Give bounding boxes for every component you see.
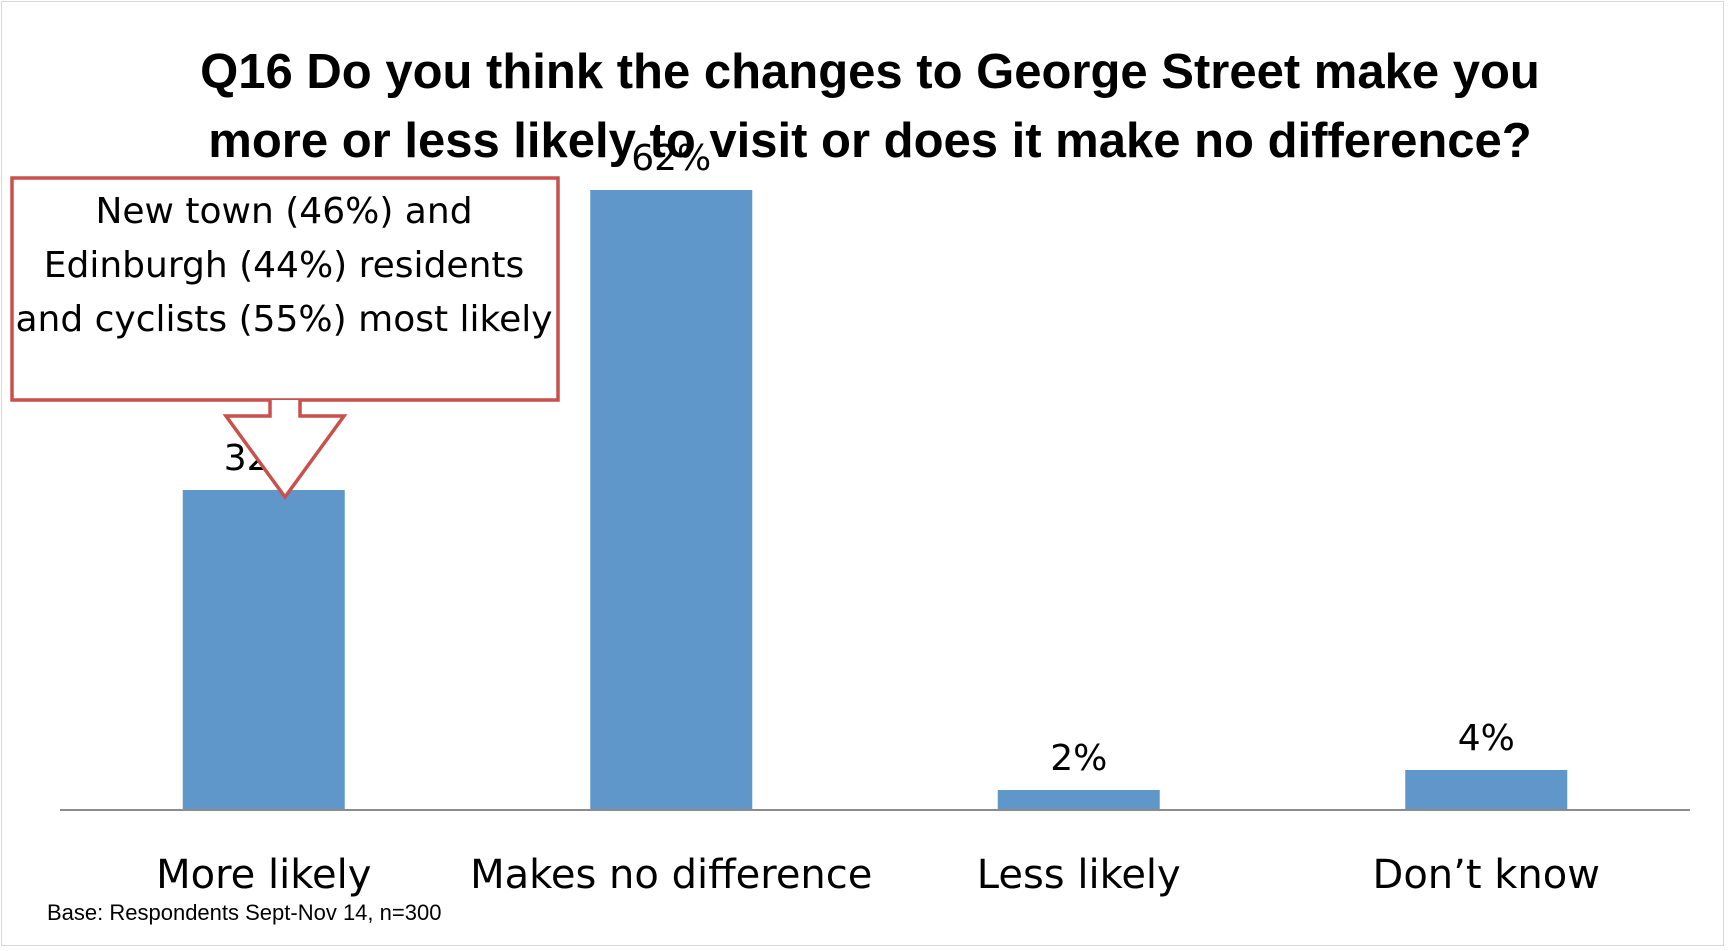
bar-1 bbox=[590, 190, 753, 810]
category-label-2: Less likely bbox=[977, 852, 1181, 898]
data-label-3: 4% bbox=[1458, 718, 1515, 759]
base-footnote: Base: Respondents Sept-Nov 14, n=300 bbox=[47, 900, 442, 925]
data-label-2: 2% bbox=[1050, 738, 1107, 779]
bar-3 bbox=[1405, 770, 1568, 810]
bar-2 bbox=[997, 790, 1160, 810]
category-label-0: More likely bbox=[156, 852, 371, 898]
category-label-3: Don’t know bbox=[1373, 852, 1600, 898]
chart-title: Q16 Do you think the changes to George S… bbox=[200, 45, 1540, 168]
data-label-1: 62% bbox=[631, 138, 711, 179]
bar-0 bbox=[182, 490, 345, 810]
callout-text: New town (46%) and Edinburgh (44%) resid… bbox=[15, 191, 553, 340]
category-label-1: Makes no difference bbox=[470, 852, 872, 898]
callout-box bbox=[10, 176, 560, 402]
bars-layer bbox=[182, 190, 1568, 810]
callout-arrow-icon bbox=[222, 400, 348, 500]
